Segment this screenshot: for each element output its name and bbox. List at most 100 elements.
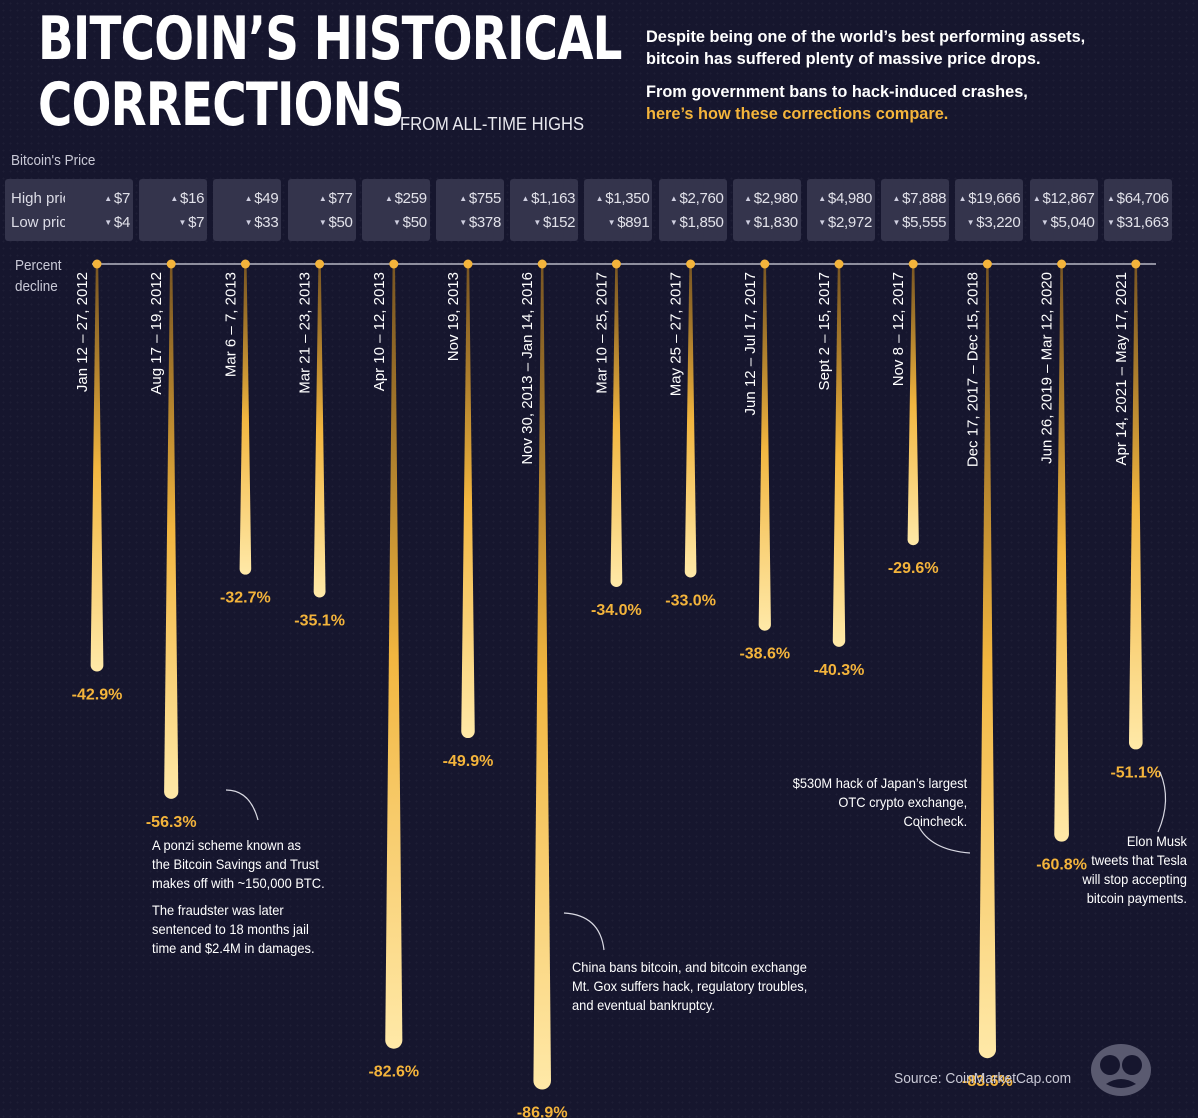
bar-top-dot — [389, 259, 399, 269]
category-label: Mar 10 – 25, 2017 — [593, 272, 610, 394]
high-price-text: $2,980 — [753, 190, 798, 207]
bar — [164, 264, 179, 799]
price-box: ▲ $19,666 ▼ $3,220 — [955, 179, 1024, 241]
category-label: Jun 26, 2019 – Mar 12, 2020 — [1039, 272, 1056, 464]
low-price-value: ▼ $50 — [362, 214, 427, 231]
value-label: -35.1% — [294, 612, 345, 629]
low-price-text: $891 — [617, 214, 650, 231]
bar — [610, 264, 623, 587]
category-label: Apr 14, 2021 – May 17, 2021 — [1113, 272, 1130, 465]
triangle-up-icon: ▲ — [744, 194, 752, 203]
value-label: -51.1% — [1110, 764, 1161, 781]
value-label: -40.3% — [814, 662, 865, 679]
value-label: -60.8% — [1036, 857, 1087, 874]
ponzi-line-3: makes off with ~150,000 BTC. — [152, 875, 325, 891]
price-box: ▲ $2,760 ▼ $1,850 — [658, 179, 727, 241]
triangle-up-icon: ▲ — [958, 194, 967, 203]
china-line-3: and eventual bankruptcy. — [572, 997, 715, 1013]
high-price-text: $77 — [328, 190, 353, 207]
bar-top-dot — [1057, 259, 1067, 269]
bar — [832, 264, 846, 647]
bar — [907, 264, 919, 546]
high-price-value: ▲ $7 — [65, 190, 130, 207]
triangle-up-icon: ▲ — [318, 194, 327, 203]
low-price-text: $50 — [402, 214, 427, 231]
bar — [533, 264, 551, 1090]
high-price-text: $1,350 — [605, 190, 650, 207]
triangle-down-icon: ▼ — [607, 218, 616, 227]
low-price-value: ▼ $1,850 — [659, 214, 724, 231]
high-price-label: High price — [11, 190, 79, 207]
bar-top-dot — [760, 259, 770, 269]
high-price-text: $64,706 — [1116, 190, 1169, 207]
high-price-value: ▲ $259 — [362, 190, 427, 207]
arrow-icon — [563, 912, 605, 951]
coincheck-line-1: $530M hack of Japan’s largest — [792, 775, 968, 791]
bar-top-dot — [686, 259, 696, 269]
price-box: ▲ $1,163 ▼ $152 — [510, 179, 579, 241]
bar-top-dot — [166, 259, 176, 269]
low-price-text: $31,663 — [1116, 214, 1169, 231]
category-label: Dec 17, 2017 – Dec 15, 2018 — [964, 272, 981, 467]
triangle-down-icon: ▼ — [669, 218, 678, 227]
bar — [758, 264, 771, 631]
triangle-up-icon: ▲ — [892, 194, 901, 203]
coincheck-line-2: OTC crypto exchange, Coincheck. — [838, 794, 968, 829]
musk-line-1: Elon Musk — [1126, 833, 1187, 849]
arrow-icon — [1157, 771, 1167, 833]
triangle-down-icon: ▼ — [892, 218, 901, 227]
low-price-text: $4 — [113, 214, 130, 231]
low-price-value: ▼ $5,555 — [881, 214, 946, 231]
bar-top-dot — [315, 259, 325, 269]
low-price-text: $5,555 — [902, 214, 947, 231]
bar-top-dot — [240, 259, 250, 269]
category-label: Nov 30, 2013 – Jan 14, 2016 — [519, 272, 536, 465]
bitcoin-price-label: Bitcoin's Price — [11, 152, 96, 169]
triangle-down-icon: ▼ — [459, 218, 467, 227]
low-price-label: Low price — [11, 214, 76, 231]
triangle-up-icon: ▲ — [595, 194, 604, 203]
percent-decline-label: Percent decline — [15, 255, 62, 297]
bar-top-dot — [982, 259, 992, 269]
category-label: Aug 17 – 19, 2012 — [148, 272, 165, 395]
high-price-value: ▲ $19,666 — [955, 190, 1021, 207]
annotation-ponzi: A ponzi scheme known as the Bitcoin Savi… — [152, 836, 345, 966]
low-price-text: $2,972 — [827, 214, 872, 231]
low-price-value: ▼ $891 — [584, 214, 650, 231]
triangle-down-icon: ▼ — [818, 218, 826, 227]
category-label: Nov 8 – 12, 2017 — [890, 272, 907, 386]
low-price-value: ▼ $152 — [510, 214, 575, 231]
low-price-value: ▼ $31,663 — [1104, 214, 1169, 231]
triangle-down-icon: ▼ — [393, 218, 401, 227]
intro-text: Despite being one of the world’s best pe… — [646, 26, 1184, 136]
price-box: ▲ $12,867 ▼ $5,040 — [1029, 179, 1098, 241]
triangle-up-icon: ▲ — [170, 194, 179, 203]
category-label: Jun 12 – Jul 17, 2017 — [742, 272, 759, 415]
low-price-value: ▼ $378 — [436, 214, 501, 231]
value-label: -56.3% — [146, 814, 197, 831]
value-label: -83.6% — [962, 1073, 1013, 1090]
triangle-up-icon: ▲ — [104, 194, 112, 203]
high-price-text: $16 — [180, 190, 205, 207]
bar-top-dot — [537, 259, 547, 269]
fraud-line-3: time and $2.4M in damages. — [152, 940, 315, 956]
bar-top-dot — [92, 259, 102, 269]
bar — [1128, 264, 1143, 750]
value-label: -34.0% — [591, 602, 642, 619]
bar — [385, 264, 403, 1049]
musk-line-2: tweets that Tesla — [1091, 852, 1187, 868]
title-line-2: CORRECTIONS — [38, 70, 405, 140]
arrow-icon — [225, 789, 259, 821]
bar — [1054, 264, 1069, 842]
high-price-text: $12,867 — [1042, 190, 1095, 207]
bar — [239, 264, 252, 575]
low-price-value: ▼ $2,972 — [807, 214, 872, 231]
value-label: -38.6% — [739, 646, 790, 663]
china-line-1: China bans bitcoin, and bitcoin exchange — [572, 959, 807, 975]
bar-top-dot — [463, 259, 473, 269]
high-price-value: ▲ $49 — [213, 190, 279, 207]
category-label: Jan 12 – 27, 2012 — [74, 272, 91, 392]
low-price-text: $7 — [188, 214, 205, 231]
triangle-down-icon: ▼ — [966, 218, 975, 227]
